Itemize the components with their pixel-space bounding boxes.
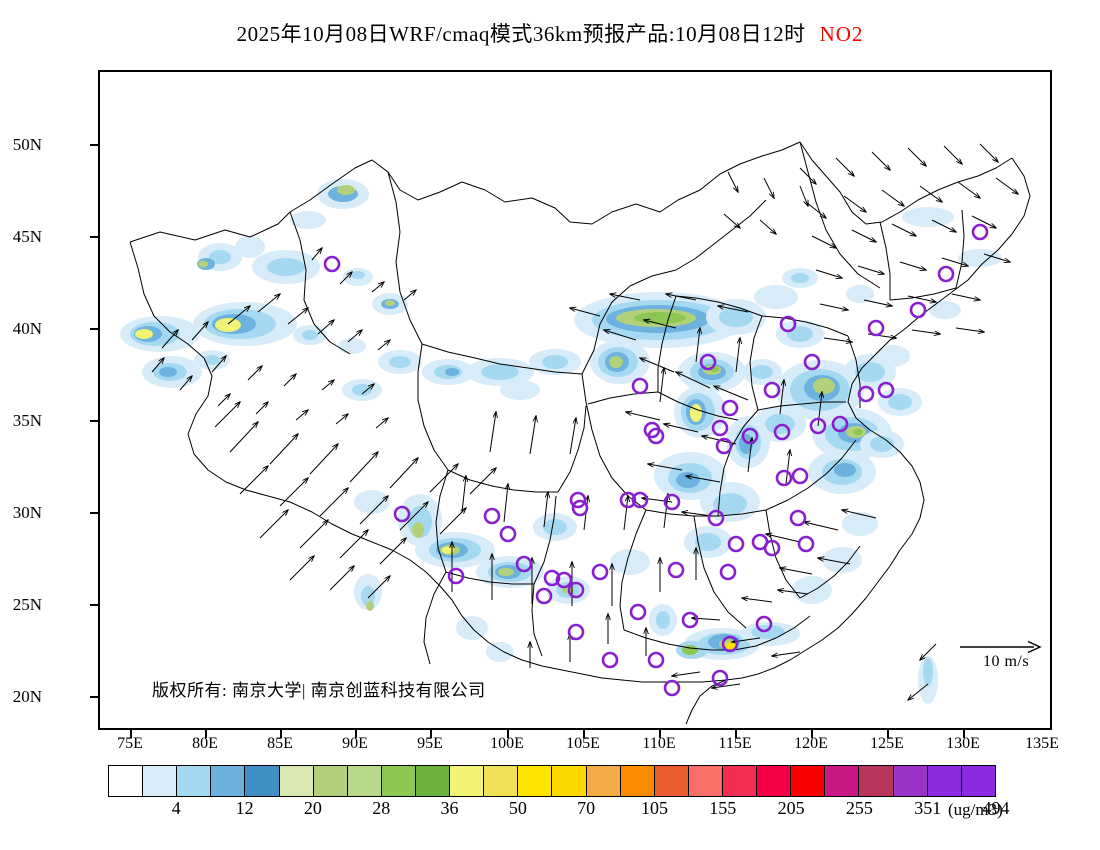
colorbar-tick-351: 351 [914, 798, 942, 818]
colorbar-band-1 [143, 766, 178, 796]
lon-label-130e: 130E [946, 735, 980, 752]
colorbar-band-17 [688, 766, 723, 796]
colorbar-band-8 [381, 766, 416, 796]
map-canvas [120, 141, 1031, 725]
colorbar-unit-label: (ug/m3) [948, 800, 1003, 819]
colorbar-band-12 [518, 766, 553, 796]
colorbar-tick-labels: 4 12 20 28 36 50 70 105 155 205 255 351 494 [0, 798, 1100, 826]
colorbar-tick-70: 70 [577, 798, 596, 818]
lon-label-105e: 105E [566, 735, 600, 752]
lat-label-40n: 40N [12, 319, 42, 338]
colorbar-band-2 [177, 766, 212, 796]
colorbar-tick-494: 494 [982, 798, 1010, 818]
lat-label-30n: 30N [12, 503, 42, 522]
colorbar-band-5 [279, 766, 314, 796]
map-plot-frame [98, 70, 1052, 730]
colorbar-tick-20: 20 [303, 798, 322, 818]
colorbar [108, 765, 996, 797]
lon-label-100e: 100E [490, 735, 524, 752]
lon-label-85e: 85E [267, 735, 293, 752]
lat-label-35n: 35N [12, 411, 42, 430]
colorbar-band-24 [927, 766, 962, 796]
lon-label-125e: 125E [870, 735, 904, 752]
lon-label-135e: 135E [1025, 735, 1059, 752]
lon-label-115e: 115E [718, 735, 752, 752]
colorbar-band-22 [859, 766, 894, 796]
colorbar-tick-12: 12 [235, 798, 254, 818]
lon-label-120e: 120E [794, 735, 828, 752]
concentration-field [120, 179, 1002, 704]
colorbar-band-6 [313, 766, 348, 796]
colorbar-band-0 [109, 766, 144, 796]
colorbar-band-11 [484, 766, 519, 796]
colorbar-band-15 [620, 766, 655, 796]
lat-label-20n: 20N [12, 687, 42, 706]
lon-label-80e: 80E [192, 735, 218, 752]
lat-label-50n: 50N [12, 135, 42, 154]
colorbar-band-25 [961, 766, 995, 796]
lon-label-90e: 90E [342, 735, 368, 752]
wind-scale-label: 10 m/s [982, 653, 1030, 670]
lat-label-25n: 25N [12, 595, 42, 614]
colorbar-band-23 [893, 766, 928, 796]
colorbar-tick-155: 155 [709, 798, 737, 818]
colorbar-tick-36: 36 [440, 798, 459, 818]
map-boundaries [129, 141, 1031, 725]
arrow-right-icon [960, 640, 1042, 654]
colorbar-tick-255: 255 [845, 798, 873, 818]
colorbar-band-19 [757, 766, 792, 796]
lon-label-110e: 110E [642, 735, 676, 752]
wind-scale-key: 10 m/s [958, 640, 1054, 671]
colorbar-band-14 [586, 766, 621, 796]
colorbar-band-20 [791, 766, 826, 796]
colorbar-tick-105: 105 [640, 798, 668, 818]
lon-label-75e: 75E [117, 735, 143, 752]
colorbar-band-13 [552, 766, 587, 796]
city-markers [323, 223, 989, 697]
colorbar-tick-205: 205 [777, 798, 805, 818]
lon-label-95e: 95E [417, 735, 443, 752]
colorbar-tick-50: 50 [508, 798, 527, 818]
colorbar-tick-4: 4 [171, 798, 181, 818]
colorbar-band-18 [722, 766, 758, 796]
title-species-label: NO2 [819, 22, 864, 46]
colorbar-band-7 [347, 766, 382, 796]
colorbar-band-4 [245, 766, 280, 796]
copyright-notice: 版权所有: 南京大学| 南京创蓝科技有限公司 [152, 681, 486, 700]
wind-vector-field [151, 143, 1018, 700]
title-main-text: 2025年10月08日WRF/cmaq模式36km预报产品:10月08日12时 [236, 22, 806, 46]
chart-title: 2025年10月08日WRF/cmaq模式36km预报产品:10月08日12时 N… [0, 18, 1100, 48]
lat-label-45n: 45N [12, 227, 42, 246]
colorbar-band-21 [825, 766, 860, 796]
colorbar-tick-28: 28 [372, 798, 391, 818]
colorbar-band-9 [415, 766, 451, 796]
colorbar-band-10 [450, 766, 485, 796]
colorbar-band-3 [211, 766, 246, 796]
colorbar-band-16 [654, 766, 689, 796]
